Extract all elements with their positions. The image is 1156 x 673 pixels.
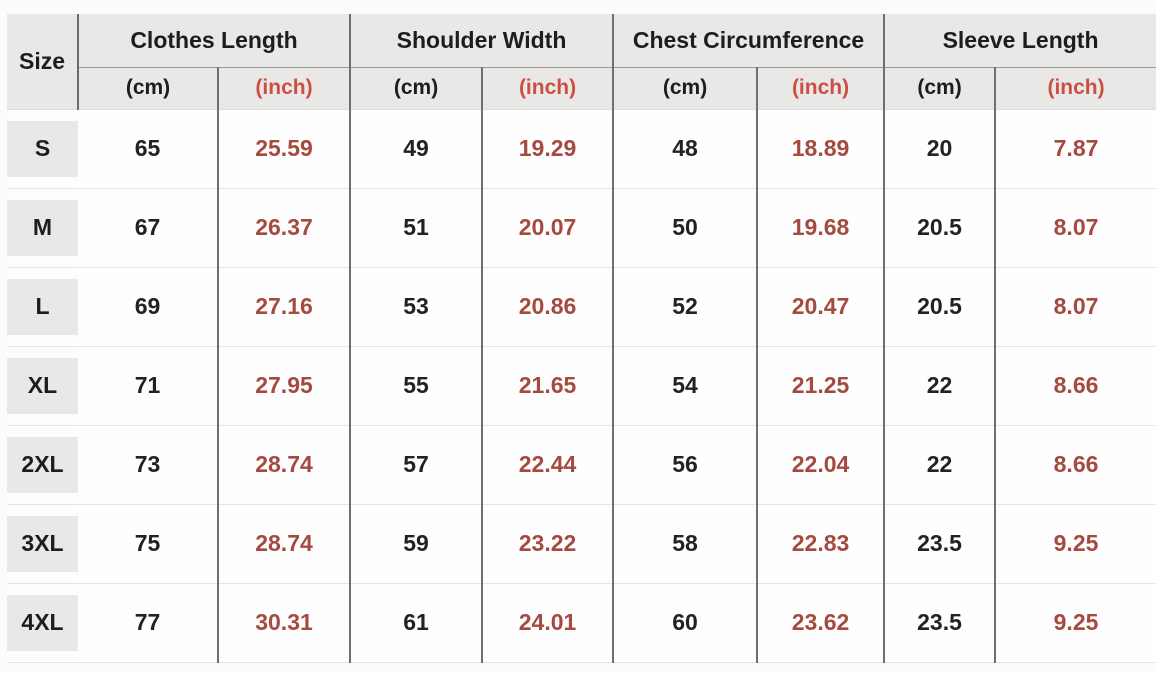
value-cell: 28.74 — [216, 425, 351, 505]
value-cell: 7.87 — [994, 109, 1156, 189]
unit-inch-shoulder-width: (inch) — [481, 67, 614, 110]
value-cell: 20.5 — [883, 188, 996, 268]
value-cell: 9.25 — [994, 504, 1156, 584]
value-cell: 54 — [612, 346, 758, 426]
size-cell: L — [7, 267, 78, 347]
value-cell: 20.5 — [883, 267, 996, 347]
table-row-m: M 67 26.37 51 20.07 50 19.68 20.5 8.07 — [7, 188, 1156, 268]
value-cell: 21.25 — [756, 346, 885, 426]
value-cell: 8.66 — [994, 425, 1156, 505]
value-cell: 23.62 — [756, 583, 885, 663]
value-cell: 73 — [78, 425, 218, 505]
value-cell: 57 — [349, 425, 483, 505]
unit-inch-clothes-length: (inch) — [216, 67, 351, 110]
value-cell: 77 — [78, 583, 218, 663]
value-cell: 8.07 — [994, 188, 1156, 268]
value-cell: 22.83 — [756, 504, 885, 584]
size-label: 3XL — [7, 515, 78, 572]
value-cell: 19.29 — [481, 109, 614, 189]
unit-cm-sleeve-length: (cm) — [883, 67, 996, 110]
size-cell: M — [7, 188, 78, 268]
value-cell: 51 — [349, 188, 483, 268]
unit-inch-chest-circumference: (inch) — [756, 67, 885, 110]
value-cell: 59 — [349, 504, 483, 584]
size-cell: S — [7, 109, 78, 189]
unit-cm-shoulder-width: (cm) — [349, 67, 483, 110]
value-cell: 55 — [349, 346, 483, 426]
unit-cm-chest-circumference: (cm) — [612, 67, 758, 110]
group-header-clothes-length: Clothes Length — [78, 14, 351, 68]
value-cell: 26.37 — [216, 188, 351, 268]
table-row-2xl: 2XL 73 28.74 57 22.44 56 22.04 22 8.66 — [7, 425, 1156, 505]
size-label: 2XL — [7, 436, 78, 493]
value-cell: 58 — [612, 504, 758, 584]
table-row-xl: XL 71 27.95 55 21.65 54 21.25 22 8.66 — [7, 346, 1156, 426]
value-cell: 20 — [883, 109, 996, 189]
value-cell: 22 — [883, 346, 996, 426]
table-row-4xl: 4XL 77 30.31 61 24.01 60 23.62 23.5 9.25 — [7, 583, 1156, 663]
value-cell: 8.66 — [994, 346, 1156, 426]
size-cell: 4XL — [7, 583, 78, 663]
size-label: 4XL — [7, 594, 78, 651]
value-cell: 67 — [78, 188, 218, 268]
value-cell: 60 — [612, 583, 758, 663]
table-row-l: L 69 27.16 53 20.86 52 20.47 20.5 8.07 — [7, 267, 1156, 347]
group-header-chest-circumference: Chest Circumference — [612, 14, 885, 68]
value-cell: 25.59 — [216, 109, 351, 189]
value-cell: 71 — [78, 346, 218, 426]
value-cell: 20.86 — [481, 267, 614, 347]
value-cell: 23.5 — [883, 583, 996, 663]
value-cell: 23.5 — [883, 504, 996, 584]
group-header-shoulder-width: Shoulder Width — [349, 14, 614, 68]
unit-inch-sleeve-length: (inch) — [994, 67, 1156, 110]
size-cell: 3XL — [7, 504, 78, 584]
size-label: M — [7, 199, 78, 256]
value-cell: 21.65 — [481, 346, 614, 426]
value-cell: 20.47 — [756, 267, 885, 347]
value-cell: 65 — [78, 109, 218, 189]
value-cell: 48 — [612, 109, 758, 189]
table-body: S 65 25.59 49 19.29 48 18.89 20 7.87 M 6… — [7, 109, 1156, 663]
value-cell: 28.74 — [216, 504, 351, 584]
unit-header-row: (cm) (inch) (cm) (inch) (cm) (inch) (cm)… — [7, 67, 1156, 110]
unit-cm-clothes-length: (cm) — [78, 67, 218, 110]
table-row-s: S 65 25.59 49 19.29 48 18.89 20 7.87 — [7, 109, 1156, 189]
group-header-sleeve-length: Sleeve Length — [883, 14, 1156, 68]
value-cell: 49 — [349, 109, 483, 189]
value-cell: 27.95 — [216, 346, 351, 426]
size-chart-table: Size Clothes Length Shoulder Width Chest… — [7, 14, 1156, 663]
size-column-header: Size — [7, 14, 79, 110]
table-header: Size Clothes Length Shoulder Width Chest… — [7, 14, 1156, 110]
value-cell: 69 — [78, 267, 218, 347]
value-cell: 56 — [612, 425, 758, 505]
value-cell: 27.16 — [216, 267, 351, 347]
group-header-row: Size Clothes Length Shoulder Width Chest… — [7, 14, 1156, 110]
value-cell: 22 — [883, 425, 996, 505]
value-cell: 53 — [349, 267, 483, 347]
value-cell: 20.07 — [481, 188, 614, 268]
value-cell: 9.25 — [994, 583, 1156, 663]
size-label: XL — [7, 357, 78, 414]
value-cell: 18.89 — [756, 109, 885, 189]
size-label: S — [7, 120, 78, 177]
value-cell: 23.22 — [481, 504, 614, 584]
value-cell: 22.44 — [481, 425, 614, 505]
size-label: L — [7, 278, 78, 335]
value-cell: 19.68 — [756, 188, 885, 268]
value-cell: 50 — [612, 188, 758, 268]
table-row-3xl: 3XL 75 28.74 59 23.22 58 22.83 23.5 9.25 — [7, 504, 1156, 584]
value-cell: 61 — [349, 583, 483, 663]
size-cell: 2XL — [7, 425, 78, 505]
value-cell: 8.07 — [994, 267, 1156, 347]
value-cell: 52 — [612, 267, 758, 347]
value-cell: 30.31 — [216, 583, 351, 663]
size-cell: XL — [7, 346, 78, 426]
value-cell: 24.01 — [481, 583, 614, 663]
value-cell: 22.04 — [756, 425, 885, 505]
value-cell: 75 — [78, 504, 218, 584]
